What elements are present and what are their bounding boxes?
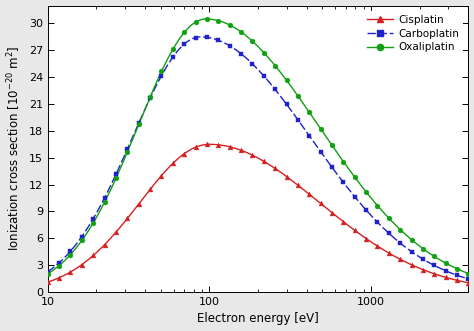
Y-axis label: Ionization cross section [10$^{-20}$ m$^2$]: Ionization cross section [10$^{-20}$ m$^…: [6, 46, 23, 252]
X-axis label: Electron energy [eV]: Electron energy [eV]: [197, 312, 319, 325]
Legend: Cisplatin, Carboplatin, Oxaliplatin: Cisplatin, Carboplatin, Oxaliplatin: [363, 11, 463, 56]
